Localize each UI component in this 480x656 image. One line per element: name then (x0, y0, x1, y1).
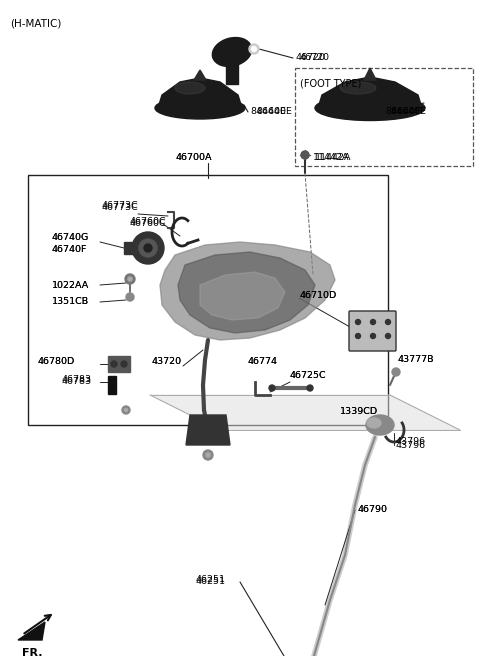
Text: (H-MATIC): (H-MATIC) (10, 18, 61, 28)
Polygon shape (200, 272, 285, 320)
Text: 46783: 46783 (62, 377, 92, 386)
Text: 46760C: 46760C (130, 220, 167, 228)
Text: 46725C: 46725C (290, 371, 326, 380)
Polygon shape (150, 395, 460, 430)
Circle shape (124, 409, 128, 411)
Text: 43777B: 43777B (398, 356, 434, 365)
Text: 46700A: 46700A (175, 152, 212, 161)
Polygon shape (158, 78, 242, 108)
Circle shape (371, 333, 375, 338)
Circle shape (121, 361, 127, 367)
Circle shape (249, 44, 259, 54)
Circle shape (122, 406, 130, 414)
Text: 1351CB: 1351CB (52, 298, 89, 306)
Polygon shape (318, 77, 422, 108)
Text: 43796: 43796 (396, 438, 426, 447)
Ellipse shape (155, 97, 245, 119)
Ellipse shape (367, 418, 381, 428)
Text: 46740F: 46740F (52, 245, 87, 255)
Text: 43720: 43720 (152, 358, 182, 367)
Polygon shape (178, 252, 315, 333)
Circle shape (203, 450, 213, 460)
Text: 43796: 43796 (396, 440, 426, 449)
Text: 46251: 46251 (196, 575, 226, 584)
Text: 11442A: 11442A (315, 152, 351, 161)
Text: 46790: 46790 (358, 506, 388, 514)
Text: 84640E: 84640E (385, 108, 421, 117)
Circle shape (356, 333, 360, 338)
Bar (108, 376, 116, 394)
Ellipse shape (175, 82, 205, 94)
Circle shape (139, 239, 157, 257)
Text: 46251: 46251 (196, 577, 226, 586)
Text: 1022AA: 1022AA (52, 281, 89, 289)
Circle shape (356, 319, 360, 325)
Text: 46774: 46774 (248, 358, 278, 367)
Text: 11442A: 11442A (313, 152, 349, 161)
Polygon shape (108, 356, 130, 372)
Circle shape (301, 151, 309, 159)
Ellipse shape (366, 415, 394, 435)
Circle shape (206, 453, 210, 457)
Text: 46790: 46790 (358, 506, 388, 514)
Circle shape (252, 47, 256, 52)
Text: 46710D: 46710D (300, 291, 337, 300)
Text: 46720: 46720 (295, 54, 325, 62)
Circle shape (125, 274, 135, 284)
Ellipse shape (315, 96, 425, 121)
Text: 46740F: 46740F (52, 245, 87, 255)
Circle shape (111, 361, 117, 367)
Circle shape (392, 368, 400, 376)
Polygon shape (194, 70, 206, 80)
Text: 1339CD: 1339CD (340, 407, 378, 417)
FancyBboxPatch shape (349, 311, 396, 351)
Text: 1022AA: 1022AA (52, 281, 89, 289)
Circle shape (385, 319, 391, 325)
Text: 46725C: 46725C (290, 371, 326, 380)
Text: 46773C: 46773C (102, 201, 139, 211)
Circle shape (144, 244, 152, 252)
Circle shape (269, 385, 275, 391)
Polygon shape (364, 68, 376, 80)
Text: 84640E: 84640E (390, 108, 426, 117)
Circle shape (132, 232, 164, 264)
Circle shape (385, 333, 391, 338)
Text: 43777B: 43777B (398, 356, 434, 365)
Ellipse shape (212, 37, 252, 66)
Circle shape (126, 293, 134, 301)
Text: 46740G: 46740G (52, 234, 89, 243)
Text: 84640E: 84640E (250, 108, 286, 117)
Text: 46774: 46774 (248, 358, 278, 367)
Text: 46780D: 46780D (38, 358, 75, 367)
Text: 46740G: 46740G (52, 234, 89, 243)
Text: FR.: FR. (22, 648, 43, 656)
Text: 46760C: 46760C (130, 218, 167, 226)
Bar (124, 242, 134, 254)
Circle shape (371, 319, 375, 325)
Text: 46780D: 46780D (38, 358, 75, 367)
Text: 46773C: 46773C (102, 203, 139, 213)
Polygon shape (160, 242, 335, 340)
Bar (295, 68, 473, 166)
Bar (28, 175, 388, 425)
Text: 46783: 46783 (62, 375, 92, 384)
Polygon shape (18, 622, 45, 640)
Ellipse shape (340, 82, 376, 94)
Text: 43720: 43720 (152, 358, 182, 367)
Text: 84640E: 84640E (256, 108, 292, 117)
Polygon shape (186, 415, 230, 445)
Bar (226, 62, 238, 84)
Text: 46700A: 46700A (175, 152, 212, 161)
Circle shape (128, 277, 132, 281)
Text: 46710D: 46710D (300, 291, 337, 300)
Text: (FOOT TYPE): (FOOT TYPE) (300, 78, 361, 88)
Text: 1339CD: 1339CD (340, 407, 378, 417)
Text: 1351CB: 1351CB (52, 298, 89, 306)
Text: 46720: 46720 (300, 54, 330, 62)
Circle shape (307, 385, 313, 391)
